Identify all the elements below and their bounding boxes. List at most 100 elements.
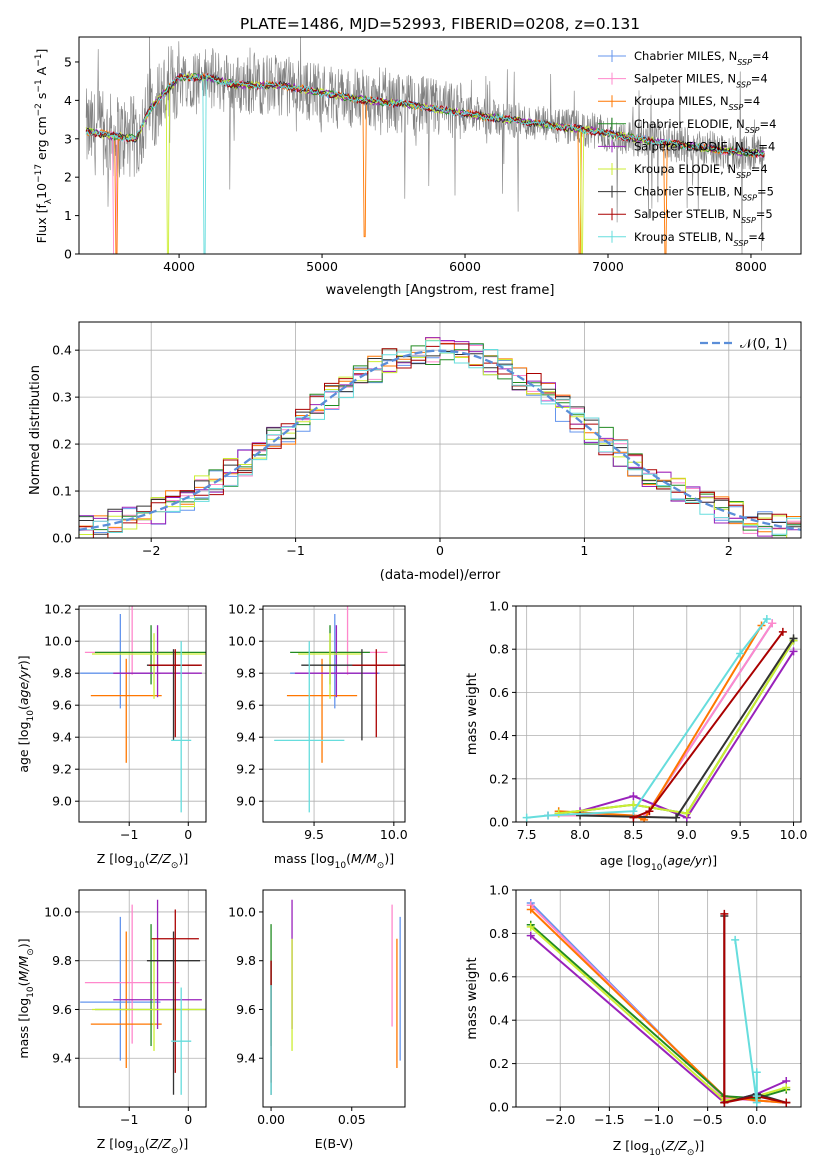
y-tick-label: 4 [64,93,72,108]
y-tick-label: 10.0 [228,904,256,919]
point-salpeter-elodie [294,625,378,698]
marker [731,935,740,944]
marker [522,813,531,822]
marker [789,647,798,656]
model-line-kroupa-stelib [85,73,765,254]
marker [720,909,729,918]
legend-label-salpeter-miles: Salpeter MILES, NSSP=4 [634,72,768,90]
plot-area [80,899,206,1095]
observed-spectrum-line [85,37,766,254]
x-tick-label: 9.0 [677,827,697,842]
y-tick-label: 0.0 [52,531,72,546]
plot-area [274,606,405,813]
point-salpeter-miles [84,606,180,675]
series-line [558,640,795,815]
y-tick-label: 9.8 [236,666,256,681]
y-tick-label: 0.3 [52,390,72,405]
residual-histogram-panel: −2 −1 0 1 2 0.0 0.1 0.2 0.3 0.4 (data-model)/error… [28,321,802,583]
y-tick-label: 0.8 [489,926,509,941]
y-tick-label: 9.8 [236,953,256,968]
massweight-vs-metallicity-panel: −2.0 −1.5 −1.0 −0.5 0.0 0.0 0.2 0.4 0.6 0.8 1.0 Z [… [465,883,802,1158]
figure-title: PLATE=1486, MJD=52993, FIBERID=0208, z=0… [240,15,640,33]
x-tick-label: 9.5 [730,827,750,842]
x-tick-label: 4000 [163,259,195,274]
normal-curve [79,349,801,531]
y-tick-label: 9.8 [52,953,72,968]
x-tick-label: 6000 [449,259,481,274]
y-tick-label: 2 [64,170,72,185]
y-tick-label: 9.6 [236,1002,256,1017]
marker [576,811,585,820]
marker [720,1098,729,1107]
x-tick-label: 8.0 [570,827,590,842]
series-line [530,923,787,1100]
y-tick-label: 9.2 [236,762,256,777]
series-line [723,916,787,1105]
axes-frame [262,605,406,823]
y-tick-label: 9.6 [52,698,72,713]
marker [672,813,681,822]
spectrum-panel: 4000 5000 6000 7000 8000 0 1 2 3 4 5 wavelength [An… [34,36,802,298]
x-tick-label: 8.5 [623,827,643,842]
x-tick-label: 2 [725,543,733,558]
point-kroupa-elodie [298,633,362,699]
plot-area [270,899,401,1095]
point-kroupa-stelib [171,987,192,1095]
marker [629,792,638,801]
x-tick-label: −2 [142,543,160,558]
y-tick-label: 5 [64,54,72,69]
point-salpeter-stelib [148,649,202,738]
marker [782,1083,791,1092]
series-chabrier-miles [544,619,777,822]
point-chabrier-miles [290,614,380,709]
legend-label-chabrier-stelib: Chabrier STELIB, NSSP=5 [634,185,774,203]
point-kroupa-elodie [91,633,206,699]
point-salpeter-elodie [113,899,202,1029]
x-tick-label: 7.5 [517,827,537,842]
x-axis-label: (data-model)/error [380,568,501,583]
y-tick-label: 0.2 [489,771,509,786]
x-tick-label: 10.0 [780,827,808,842]
series-kroupa-stelib [522,614,771,822]
y-axis-label: mass weight [465,957,480,1039]
marker [544,811,553,820]
y-tick-label: 0.1 [52,484,72,499]
y-tick-label: 9.4 [236,1051,256,1066]
y-tick-label: 3 [64,131,72,146]
series-line [558,624,763,822]
y-tick-label: 0.4 [52,343,72,358]
legend-label-salpeter-stelib: Salpeter STELIB, NSSP=5 [634,207,773,225]
point-chabrier-stelib [146,931,201,1095]
axes-frame [515,605,802,823]
age-vs-mass-panel: 9.5 10.0 9.0 9.2 9.4 9.6 9.8 10.0 10.2 mass [log1… [228,602,408,871]
series-kroupa-elodie [554,636,798,818]
marker [782,1098,791,1107]
legend-label-kroupa-miles: Kroupa MILES, NSSP=4 [634,94,760,112]
histogram-chabrier-elodie [79,343,801,537]
x-tick-label: 0.0 [747,1112,767,1127]
x-axis-label: E(B-V) [315,1136,354,1151]
y-tick-label: 9.4 [52,730,72,745]
y-tick-label: 10.0 [44,634,72,649]
marker [526,905,535,914]
axes-frame [78,36,802,255]
series-salpeter-stelib [629,627,787,822]
x-axis-label: Z [log10(Z/Z⊙)] [613,1138,704,1158]
marker [554,809,563,818]
histogram-salpeter-elodie [79,337,801,537]
plot-area [79,337,801,538]
marker [762,614,771,623]
point-kroupa-stelib [274,641,345,813]
x-tick-label: 0 [184,827,192,842]
x-axis-label: Z [log10(Z/Z⊙)] [97,851,188,871]
y-tick-label: 0.6 [489,969,509,984]
plot-area [526,899,791,1107]
y-tick-label: 1 [64,208,72,223]
x-tick-label: 0 [184,1112,192,1127]
marker [789,634,798,643]
grid [516,605,801,823]
marker [682,809,691,818]
marker [768,619,777,628]
y-tick-label: 0.0 [489,1100,509,1115]
